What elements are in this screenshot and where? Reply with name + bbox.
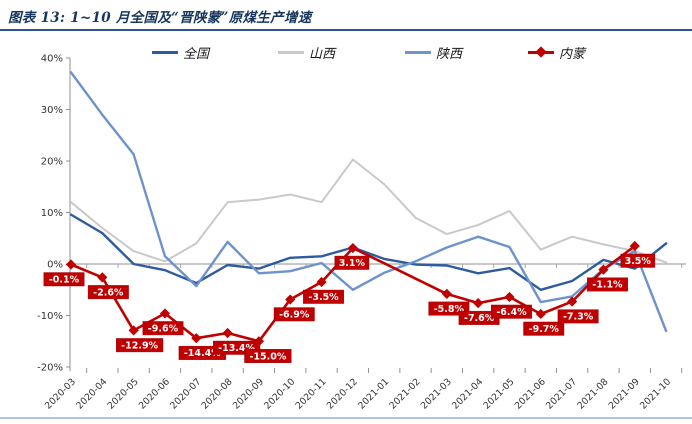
data-label-box xyxy=(87,285,129,300)
data-label: 3.5% xyxy=(625,256,652,267)
page-bottom-divider xyxy=(0,417,692,419)
x-tick-label: 2021-04 xyxy=(450,376,485,411)
data-label: -15.0% xyxy=(249,351,286,362)
series-line-2-shaanxi xyxy=(69,71,668,333)
legend-item-shanxi: 山西 xyxy=(278,42,335,62)
x-tick-label: 2020-07 xyxy=(168,376,203,411)
x-tick-label: 2021-08 xyxy=(575,376,610,411)
legend-line-shanxi-icon xyxy=(278,50,304,54)
x-tick-label: 2021-01 xyxy=(356,376,391,411)
diamond-marker-icon xyxy=(473,298,484,309)
data-label-box xyxy=(523,321,565,336)
diamond-marker-icon xyxy=(441,288,452,299)
legend-item-quanguo: 全国 xyxy=(152,42,209,62)
x-tick-label: 2020-12 xyxy=(325,376,360,411)
y-tick-label: 30% xyxy=(41,105,63,116)
data-label: -12.9% xyxy=(121,340,158,351)
x-tick-label: 2021-05 xyxy=(481,376,516,411)
x-tick-label: 2020-05 xyxy=(106,376,141,411)
data-label-box xyxy=(43,272,85,287)
data-label: -3.5% xyxy=(308,292,339,303)
data-label: -9.6% xyxy=(148,323,179,334)
data-label: -7.6% xyxy=(464,313,495,324)
x-tick-label: 2020-04 xyxy=(74,376,109,411)
legend-line-shaanxi-icon xyxy=(405,50,431,54)
diamond-marker-icon xyxy=(535,308,546,320)
data-label: -9.7% xyxy=(529,324,560,335)
data-label: -14.4% xyxy=(184,348,221,359)
data-label: -6.9% xyxy=(279,310,310,321)
title-divider xyxy=(0,29,692,31)
legend-item-shaanxi: 陕西 xyxy=(405,42,462,62)
x-tick-label: 2020-10 xyxy=(262,376,297,411)
chart-legend: 全国 山西 陕西 内蒙 xyxy=(0,42,692,62)
legend-item-neimeng: 内蒙 xyxy=(528,42,585,62)
x-tick-label: 2021-09 xyxy=(607,376,642,411)
data-label-box xyxy=(303,289,344,304)
x-tick-label: 2021-07 xyxy=(544,376,579,411)
data-label: -5.8% xyxy=(434,304,465,315)
x-tick-label: 2021-02 xyxy=(387,376,422,411)
y-tick-label: -10% xyxy=(37,311,63,322)
diamond-marker-icon xyxy=(65,259,77,270)
data-label: 3.1% xyxy=(339,258,366,269)
y-tick-label: -20% xyxy=(37,363,63,374)
data-label: -7.3% xyxy=(563,312,594,323)
x-tick-label: 2021-10 xyxy=(638,376,673,411)
y-tick-label: 0% xyxy=(47,260,63,271)
series-line-0-quanguo xyxy=(69,213,668,291)
x-tick-label: 2020-06 xyxy=(137,376,172,411)
data-label-box xyxy=(587,277,628,292)
data-label-box xyxy=(115,338,164,353)
data-label-box xyxy=(491,304,532,319)
data-label: -2.6% xyxy=(93,287,124,298)
data-label-box xyxy=(334,255,370,270)
data-label: -13.4% xyxy=(218,343,255,354)
diamond-marker-icon xyxy=(222,327,233,339)
data-label-box xyxy=(244,349,292,363)
diamond-marker-icon xyxy=(504,291,515,303)
legend-label-neimeng: 内蒙 xyxy=(559,46,586,62)
data-label: -0.1% xyxy=(49,275,80,286)
data-label: -6.4% xyxy=(496,307,527,318)
x-tick-label: 2020-11 xyxy=(293,376,328,411)
legend-label-quanguo: 全国 xyxy=(183,46,210,62)
x-tick-label: 2021-06 xyxy=(513,376,548,411)
x-tick-label: 2021-03 xyxy=(419,376,454,411)
y-tick-label: 10% xyxy=(41,208,63,219)
legend-label-shaanxi: 陕西 xyxy=(436,46,463,62)
legend-line-neimeng-icon xyxy=(528,45,554,58)
legend-label-shanxi: 山西 xyxy=(309,46,336,62)
y-tick-label: 20% xyxy=(41,157,63,168)
data-label-box xyxy=(142,321,184,336)
x-tick-label: 2020-09 xyxy=(231,376,266,411)
series-line-1-shanxi xyxy=(70,158,668,264)
x-tick-label: 2020-03 xyxy=(43,376,78,411)
data-label-box xyxy=(273,307,315,322)
data-label: -1.1% xyxy=(592,280,623,291)
legend-line-quanguo-icon xyxy=(152,50,178,54)
chart-title: 图表 13: 1~10 月全国及“晋陕蒙”原煤生产增速 xyxy=(8,10,312,26)
legend-diamond-icon xyxy=(535,45,547,58)
x-tick-label: 2020-08 xyxy=(199,376,234,411)
data-label-box xyxy=(620,253,656,268)
data-label-box xyxy=(557,309,599,324)
y-tick-label: 40% xyxy=(41,54,63,65)
